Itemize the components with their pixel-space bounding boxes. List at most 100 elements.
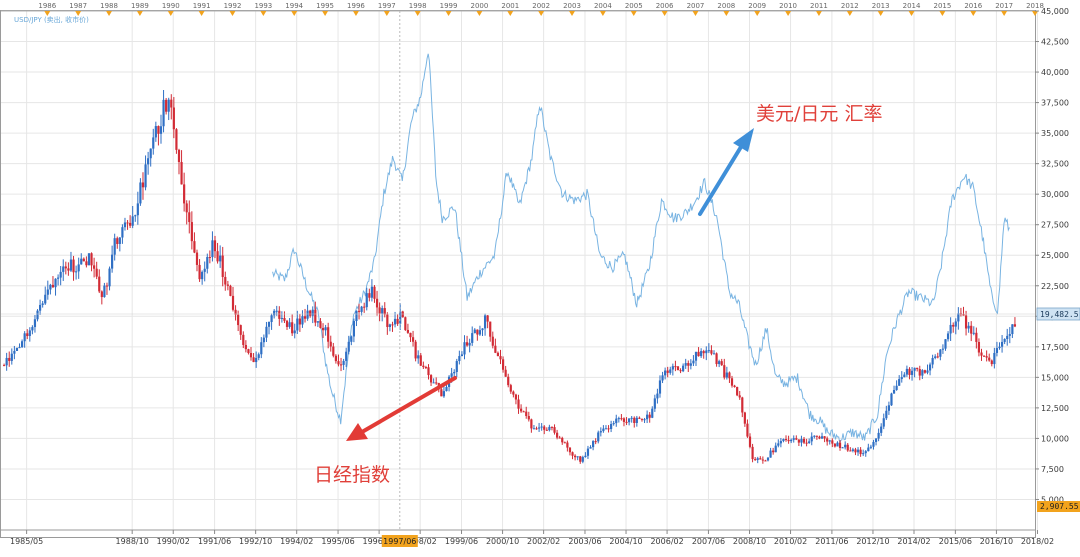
candle-body [980, 352, 983, 356]
candle-body [761, 459, 764, 461]
y-tick-label: 35,000 [1041, 129, 1069, 138]
candle-body [738, 395, 741, 398]
top-event-marker [229, 11, 236, 16]
top-event-marker [198, 11, 205, 16]
candle-body [355, 310, 358, 322]
y-tick-label: 15,000 [1041, 373, 1069, 382]
candle-body [952, 324, 955, 327]
top-tick-label: 2005 [625, 2, 643, 10]
candle-body [553, 427, 556, 433]
candle-body [157, 126, 160, 134]
candle-body [278, 310, 281, 319]
candle-body [149, 148, 152, 159]
candle-body [458, 356, 461, 362]
candle-body [494, 345, 497, 353]
candle-body [941, 348, 945, 350]
candle-body [736, 387, 739, 396]
candle-body [746, 423, 749, 437]
candle-body [237, 314, 240, 326]
candle-body [123, 222, 127, 228]
candle-body [18, 347, 21, 349]
x-tick-label: 1988/10 [116, 537, 149, 546]
candle-body [363, 306, 366, 308]
candle-body [113, 238, 116, 255]
candle-body [316, 321, 319, 323]
candle-body [718, 361, 721, 365]
candle-body [820, 436, 824, 439]
candle-body [267, 322, 271, 327]
candle-body [841, 447, 844, 449]
candle-body [129, 222, 132, 226]
candle-body [309, 310, 312, 316]
candle-body [100, 291, 103, 298]
candle-body [836, 442, 839, 447]
candle-body [175, 129, 178, 150]
x-tick-label: 2014/02 [897, 537, 930, 546]
candle-body [121, 227, 124, 238]
candle-body [329, 341, 332, 347]
candle-body [51, 284, 55, 288]
candle-body [730, 378, 734, 386]
top-tick-label: 2011 [810, 2, 828, 10]
candle-body [499, 356, 502, 360]
candle-body [82, 258, 85, 262]
top-event-marker [908, 11, 915, 16]
nikkei-arrow [346, 376, 457, 441]
y-tick-label: 22,500 [1041, 282, 1069, 291]
candle-body [833, 443, 836, 447]
candle-body [350, 336, 353, 342]
candle-body [764, 460, 767, 462]
candle-body [581, 457, 584, 462]
candle-body [393, 318, 397, 325]
candle-body [514, 394, 518, 400]
candle-body [324, 327, 327, 331]
candle-body [365, 293, 368, 308]
candle-body [273, 310, 276, 316]
candle-body [507, 376, 510, 386]
candle-body [411, 337, 415, 342]
candle-body [141, 182, 145, 188]
x-tick-label: 2010/02 [774, 537, 807, 546]
candle-body [131, 216, 134, 226]
candle-body [759, 458, 762, 460]
candle-body [988, 357, 991, 361]
candle-body [471, 333, 474, 343]
candle-body [314, 309, 317, 323]
candle-body [188, 212, 191, 223]
candle-body [957, 313, 960, 322]
candle-body [183, 184, 186, 204]
candle-body [697, 351, 700, 357]
candle-body [679, 370, 682, 372]
candle-body [41, 303, 44, 305]
x-axis: 1985/05 1988/10 1990/02 1991/06 1992/10 1994/… [1, 11, 1054, 547]
candle-body [782, 439, 785, 442]
candle-body [525, 411, 528, 417]
candle-body [702, 351, 705, 354]
top-event-marker [322, 11, 329, 16]
candle-body [473, 329, 476, 334]
candle-body [54, 278, 57, 288]
candle-body [247, 349, 250, 354]
candle-body [36, 310, 39, 320]
candle-body [422, 365, 425, 368]
top-event-marker [599, 11, 606, 16]
candle-body [491, 336, 494, 346]
candle-body [903, 374, 906, 378]
candle-body [229, 285, 232, 296]
x-tick-label: 2018/02 [1021, 537, 1054, 546]
top-event-marker [260, 11, 267, 16]
candle-body [306, 310, 309, 319]
candle-body [928, 364, 932, 371]
candle-body [872, 441, 875, 447]
candle-body [831, 440, 834, 444]
candle-body [468, 342, 471, 346]
candle-body [944, 339, 947, 349]
candle-body [226, 284, 229, 286]
candle-body [234, 309, 237, 315]
candle-body [790, 439, 793, 442]
candle-body [262, 337, 265, 343]
candle-body [23, 333, 26, 342]
candle-body [69, 259, 73, 271]
candle-body [134, 215, 137, 217]
